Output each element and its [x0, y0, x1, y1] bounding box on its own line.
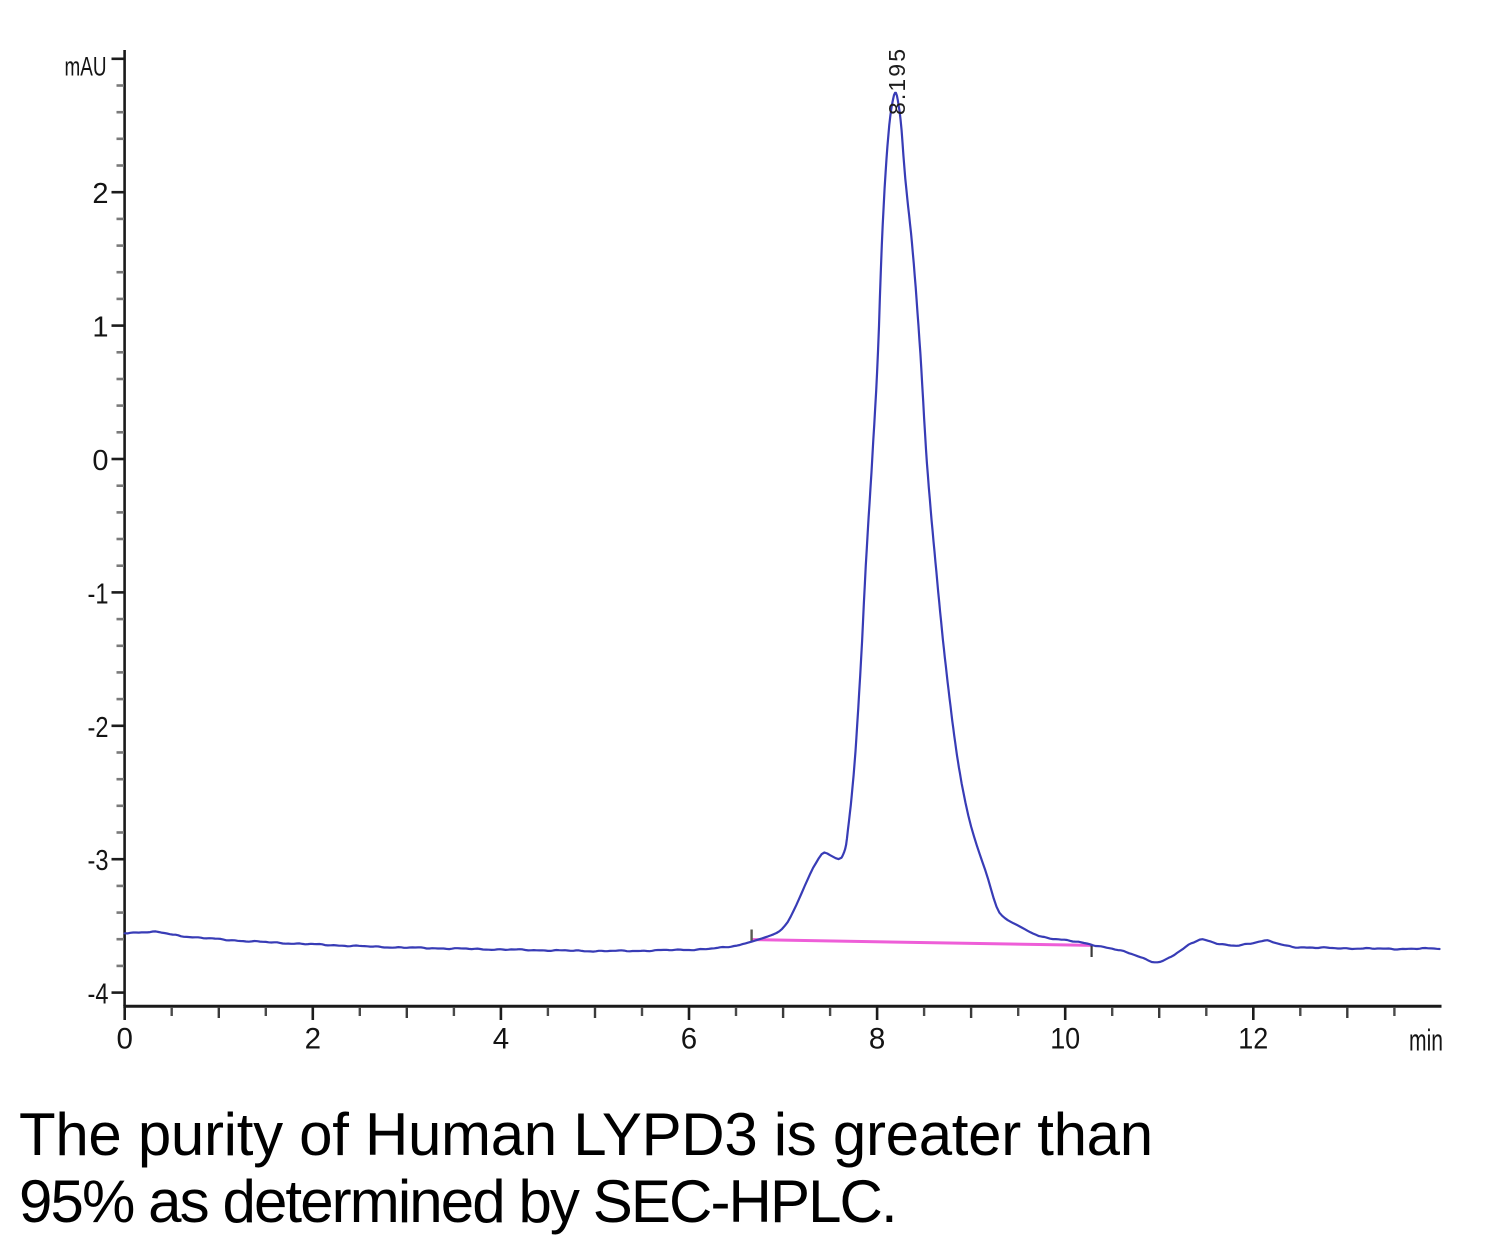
svg-text:1: 1: [92, 312, 108, 344]
svg-text:8.195: 8.195: [884, 49, 910, 115]
svg-text:12: 12: [1238, 1023, 1268, 1056]
svg-text:2: 2: [305, 1023, 321, 1056]
svg-text:min: min: [1409, 1023, 1443, 1058]
svg-text:4: 4: [493, 1023, 509, 1056]
svg-text:0: 0: [92, 445, 108, 477]
svg-text:2: 2: [92, 178, 108, 210]
svg-text:6: 6: [681, 1023, 697, 1056]
svg-text:-4: -4: [88, 979, 109, 1011]
svg-text:0: 0: [116, 1023, 132, 1056]
svg-text:-3: -3: [88, 845, 109, 877]
svg-text:8: 8: [869, 1023, 885, 1056]
svg-text:-1: -1: [88, 578, 109, 610]
svg-text:mAU: mAU: [65, 52, 107, 82]
svg-text:10: 10: [1050, 1023, 1080, 1056]
svg-text:-2: -2: [88, 712, 109, 744]
